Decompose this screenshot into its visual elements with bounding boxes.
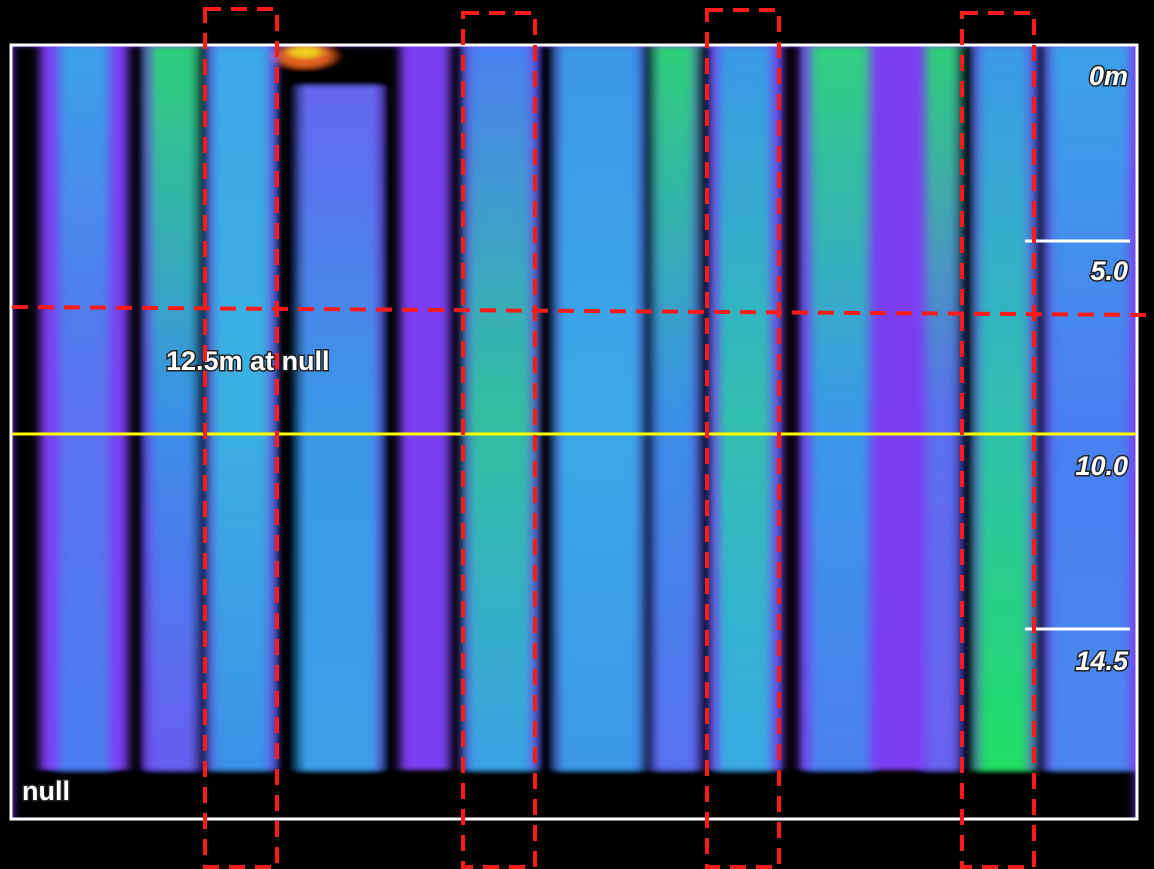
- echo-stripe: [978, 46, 1030, 786]
- marker-label: 12.5m at null: [166, 346, 330, 376]
- echo-stripe: [718, 46, 772, 786]
- echo-stripe: [925, 46, 957, 786]
- echo-gap: [276, 46, 300, 818]
- echo-gap: [128, 46, 144, 818]
- echo-gap: [1036, 46, 1046, 818]
- echo-stripe: [655, 46, 695, 786]
- depth-label: 10.0: [1075, 451, 1128, 481]
- echo-stripe: [150, 46, 198, 786]
- echogram-panel: [12, 44, 1136, 820]
- bottom-shadow: [12, 770, 1136, 820]
- echo-stripe: [810, 46, 870, 786]
- echo-stripe: [300, 46, 378, 786]
- echo-stripe: [58, 46, 110, 786]
- depth-label: 5.0: [1090, 256, 1128, 286]
- echo-stripe: [558, 46, 640, 786]
- depth-label: 14.5: [1075, 646, 1129, 676]
- echo-gap: [782, 46, 800, 818]
- echo-gap: [538, 46, 556, 818]
- echo-stripe: [468, 46, 532, 786]
- depth-label: 0m: [1089, 61, 1128, 91]
- echo-gap: [382, 46, 400, 818]
- bottom-label: null: [22, 776, 70, 806]
- echogram-screenshot: 0m 5.0 10.0 14.5 12.5m at null null: [0, 0, 1154, 869]
- surface-echo: [289, 46, 321, 58]
- echo-gap: [12, 46, 40, 818]
- echo-stripes: [12, 44, 1136, 820]
- echo-stripe: [212, 46, 270, 786]
- echo-gap: [642, 46, 654, 818]
